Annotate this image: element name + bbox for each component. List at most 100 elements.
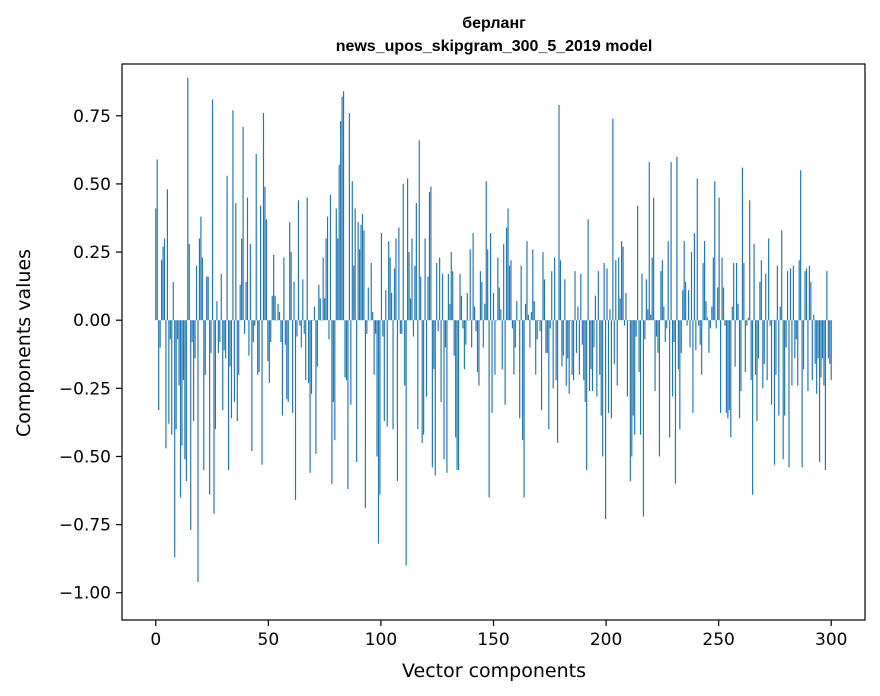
bar [223,320,225,351]
bar [687,290,690,321]
bar [607,320,610,413]
bar [689,320,691,348]
bar [695,320,697,351]
bar [673,320,675,342]
bar [465,320,467,345]
bar [457,320,460,471]
bar [325,238,327,321]
bar [554,257,556,321]
bar [446,320,448,473]
bar [577,306,579,321]
bar [321,320,323,321]
bar [414,265,416,321]
bar [287,320,289,402]
bar [820,320,822,378]
bar [827,320,829,359]
bar [561,320,563,367]
bar [760,260,762,321]
bar [549,320,551,329]
bar [354,208,356,321]
bar [251,320,253,452]
bar [574,271,576,321]
bar [201,257,203,321]
bar [578,320,580,375]
bar [479,271,481,321]
bar [373,320,375,375]
bar [257,320,259,375]
bar [571,320,573,375]
bar [428,192,431,321]
bar [209,320,211,495]
bar [283,257,285,321]
bar [193,320,195,422]
bar [155,208,157,321]
bar [488,320,490,498]
bar [293,282,295,321]
bar [178,320,180,386]
bar [411,238,413,321]
bar [722,287,725,321]
bar [753,243,755,321]
bar [158,320,160,411]
bar [720,320,722,413]
bar [738,320,741,419]
bar [619,298,621,321]
bar [281,320,283,416]
bar [187,77,189,321]
bar [500,309,502,321]
bar [597,271,599,321]
bar [401,320,403,334]
bar [644,320,646,340]
bar [786,271,789,321]
bar [456,320,458,471]
bar [650,314,652,321]
bar [690,252,693,321]
bar [166,189,168,321]
bar [580,273,582,321]
bar [532,249,534,321]
bar [475,320,477,332]
bar [376,320,378,457]
bar [361,213,364,321]
bar [452,271,454,321]
bar [789,268,792,321]
bar [375,320,377,334]
bar [302,279,304,321]
bar [507,208,509,321]
bar [226,175,228,321]
bar [367,287,369,321]
y-tick-label: 0.75 [73,107,111,127]
bar [360,224,362,321]
bar [200,216,202,321]
bar [623,320,626,326]
bar [191,320,193,342]
bar [242,126,244,321]
bar [347,320,349,490]
bar [198,238,201,321]
bar [393,268,396,321]
bar [704,241,706,321]
bar [322,257,324,321]
bar [508,265,511,321]
bar [423,320,425,435]
bar [562,320,564,356]
bar [482,320,484,348]
bar [241,238,243,321]
bar [300,320,302,348]
bar [344,320,346,378]
bar [476,320,479,372]
bar [460,295,463,321]
bar [558,104,560,321]
bar [679,320,681,430]
bar [712,257,714,321]
bar [220,273,222,321]
bar [203,320,205,471]
bar [213,320,215,514]
bar [210,320,212,353]
bar [184,320,186,460]
bar [821,320,824,359]
bar [772,320,774,321]
bar [747,317,749,321]
bar [449,303,451,321]
bar [286,320,288,400]
